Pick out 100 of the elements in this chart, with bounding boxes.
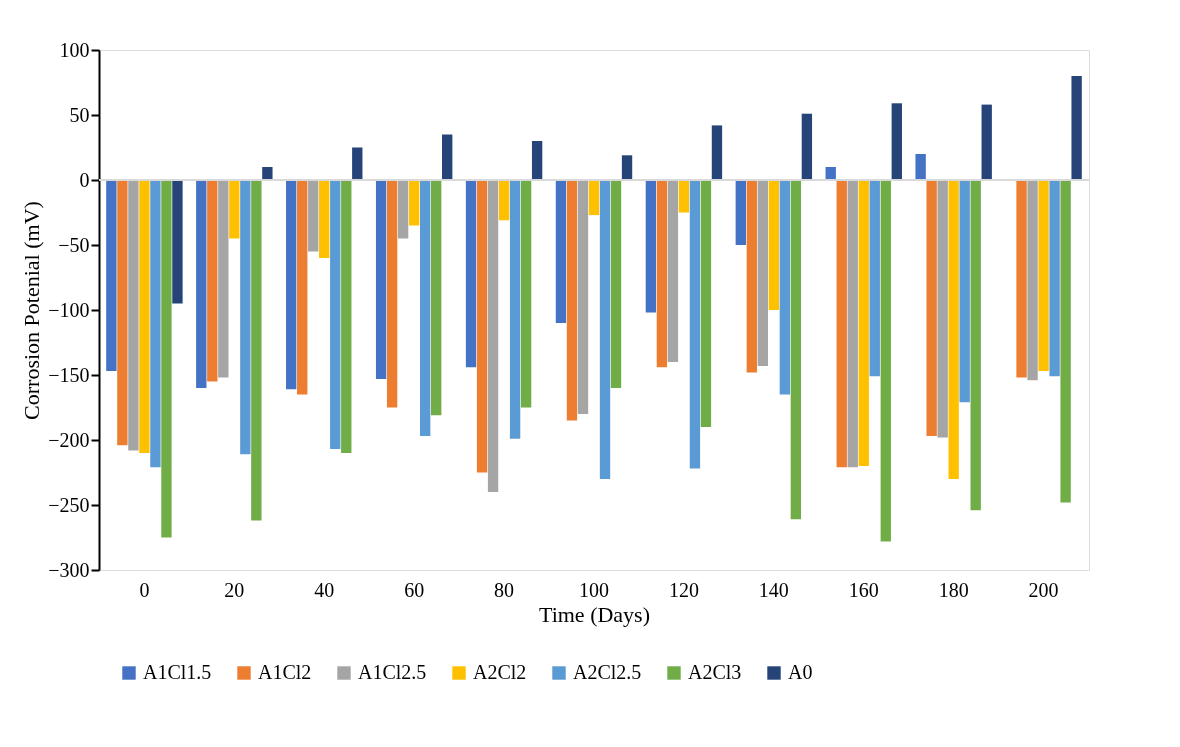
- y-tick-label: 100: [59, 38, 90, 61]
- bar: [341, 180, 352, 453]
- bar: [621, 155, 633, 180]
- bar: [150, 180, 161, 468]
- bar: [689, 180, 701, 469]
- bar: [308, 180, 319, 252]
- bar: [1016, 180, 1027, 378]
- bar: [207, 180, 218, 382]
- bar: [240, 180, 251, 455]
- bar: [172, 180, 183, 304]
- bar: [746, 180, 757, 373]
- bar: [869, 180, 880, 377]
- bar: [970, 180, 981, 511]
- bar: [678, 180, 690, 213]
- bar: [420, 180, 431, 437]
- bar: [286, 180, 297, 390]
- x-tick-label: 40: [314, 578, 335, 601]
- bar: [915, 154, 926, 180]
- bar: [431, 180, 442, 416]
- bar: [959, 180, 970, 403]
- bar: [476, 180, 488, 473]
- bar: [139, 180, 150, 453]
- bar: [161, 180, 172, 538]
- legend-label: A2Cl2: [473, 661, 527, 683]
- bar: [588, 180, 600, 216]
- bar: [790, 180, 802, 520]
- x-tick-label: 60: [404, 578, 425, 601]
- bar: [667, 180, 679, 362]
- bar: [610, 180, 622, 388]
- bar: [836, 180, 847, 468]
- bar: [1027, 180, 1038, 381]
- bar: [487, 180, 499, 492]
- bar: [735, 180, 746, 245]
- legend-label: A0: [788, 661, 813, 683]
- bar: [948, 180, 959, 479]
- y-tick-label: −50: [58, 233, 90, 256]
- bar: [262, 167, 273, 180]
- bar: [117, 180, 128, 446]
- bar: [891, 103, 902, 180]
- y-tick-label: 50: [69, 103, 90, 126]
- bar: [801, 113, 813, 180]
- bar: [880, 180, 891, 542]
- bar: [599, 180, 611, 479]
- bar: [520, 180, 532, 408]
- bar: [926, 180, 937, 437]
- x-tick-label: 160: [848, 578, 879, 601]
- bar: [319, 180, 330, 258]
- x-tick-label: 0: [139, 578, 150, 601]
- bar: [858, 180, 869, 466]
- bar: [577, 180, 589, 414]
- bar: [981, 104, 992, 180]
- bar: [768, 180, 780, 310]
- x-tick-label: 140: [758, 578, 789, 601]
- x-tick-label: 120: [668, 578, 699, 601]
- bar: [375, 180, 387, 379]
- bar: [656, 180, 668, 368]
- x-tick-label: 80: [494, 578, 515, 601]
- x-tick-label: 180: [938, 578, 969, 601]
- bar: [297, 180, 308, 395]
- bar: [509, 180, 521, 439]
- bar: [645, 180, 657, 313]
- legend-label: A1Cl1.5: [143, 661, 212, 683]
- bar: [386, 180, 398, 408]
- x-tick-label: 100: [579, 578, 609, 601]
- bar: [251, 180, 262, 521]
- y-tick-label: −300: [48, 558, 90, 581]
- y-tick-label: −150: [48, 363, 90, 386]
- bar: [465, 180, 477, 368]
- bar: [106, 180, 117, 372]
- bar: [1038, 180, 1049, 372]
- bar: [408, 180, 420, 226]
- bar: [847, 180, 858, 468]
- legend-label: A1Cl2: [258, 661, 312, 683]
- bar: [196, 180, 207, 388]
- bar: [352, 147, 363, 180]
- bar: [128, 180, 139, 451]
- bar: [555, 180, 567, 323]
- bar: [531, 141, 543, 180]
- y-tick-label: −200: [48, 428, 90, 451]
- x-tick-label: 20: [224, 578, 245, 601]
- legend-label: A2Cl2.5: [573, 661, 642, 683]
- bar: [442, 134, 453, 180]
- bar: [498, 180, 510, 221]
- x-tick-label: 200: [1028, 578, 1059, 601]
- bar: [566, 180, 578, 421]
- bar: [1060, 180, 1071, 503]
- y-tick-label: −100: [48, 298, 90, 321]
- legend-label: A2Cl3: [688, 661, 742, 683]
- bar: [937, 180, 948, 438]
- y-axis-title: Corrosion Potenial (mV): [19, 201, 45, 420]
- y-tick-label: −250: [48, 493, 90, 516]
- x-axis-title: Time (Days): [538, 601, 651, 627]
- bar: [711, 125, 723, 180]
- bar: [1071, 76, 1082, 180]
- bar: [1049, 180, 1060, 377]
- legend-label: A1Cl2.5: [358, 661, 427, 683]
- bar: [779, 180, 791, 395]
- bar: [757, 180, 768, 366]
- bar: [330, 180, 341, 450]
- bar: [700, 180, 712, 427]
